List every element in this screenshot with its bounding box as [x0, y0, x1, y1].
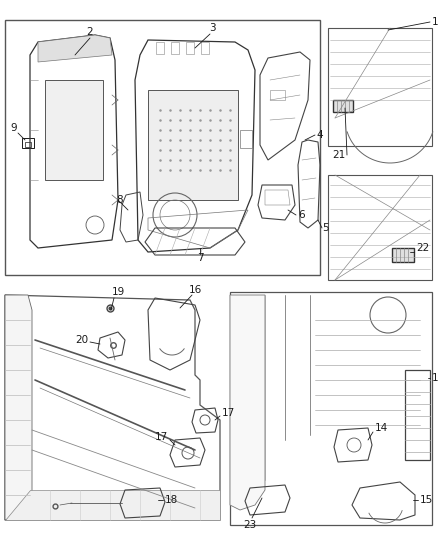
Text: 2: 2 — [87, 27, 93, 37]
Text: 20: 20 — [75, 335, 88, 345]
Text: 9: 9 — [11, 123, 18, 133]
Text: 19: 19 — [111, 287, 125, 297]
Text: 8: 8 — [116, 195, 123, 205]
Text: 4: 4 — [316, 130, 323, 140]
Bar — [148, 90, 238, 200]
Bar — [405, 370, 430, 460]
Bar — [333, 100, 353, 112]
Bar — [5, 20, 320, 275]
Bar — [45, 80, 103, 180]
Polygon shape — [5, 490, 220, 520]
Text: 22: 22 — [416, 243, 429, 253]
Text: 1: 1 — [432, 17, 438, 27]
Bar — [240, 130, 252, 148]
Bar — [392, 248, 414, 262]
Text: 17: 17 — [222, 408, 235, 418]
Text: 17: 17 — [155, 432, 168, 442]
Bar — [171, 42, 179, 54]
Text: 16: 16 — [188, 285, 201, 295]
Polygon shape — [230, 295, 265, 510]
Bar — [22, 138, 34, 148]
Text: 6: 6 — [298, 210, 304, 220]
Text: 18: 18 — [165, 495, 178, 505]
Bar — [328, 175, 432, 280]
Text: 13: 13 — [432, 373, 438, 383]
Polygon shape — [5, 295, 32, 520]
Bar — [328, 28, 432, 146]
Text: 15: 15 — [420, 495, 433, 505]
Polygon shape — [38, 35, 112, 62]
Text: 23: 23 — [244, 520, 257, 530]
Text: 7: 7 — [197, 253, 203, 263]
Text: 21: 21 — [332, 150, 345, 160]
Text: 5: 5 — [322, 223, 328, 233]
Bar — [270, 90, 285, 100]
Text: 14: 14 — [375, 423, 388, 433]
Text: 3: 3 — [208, 23, 215, 33]
Bar — [25, 142, 31, 147]
Bar — [186, 42, 194, 54]
Bar — [156, 42, 164, 54]
Bar — [201, 42, 209, 54]
